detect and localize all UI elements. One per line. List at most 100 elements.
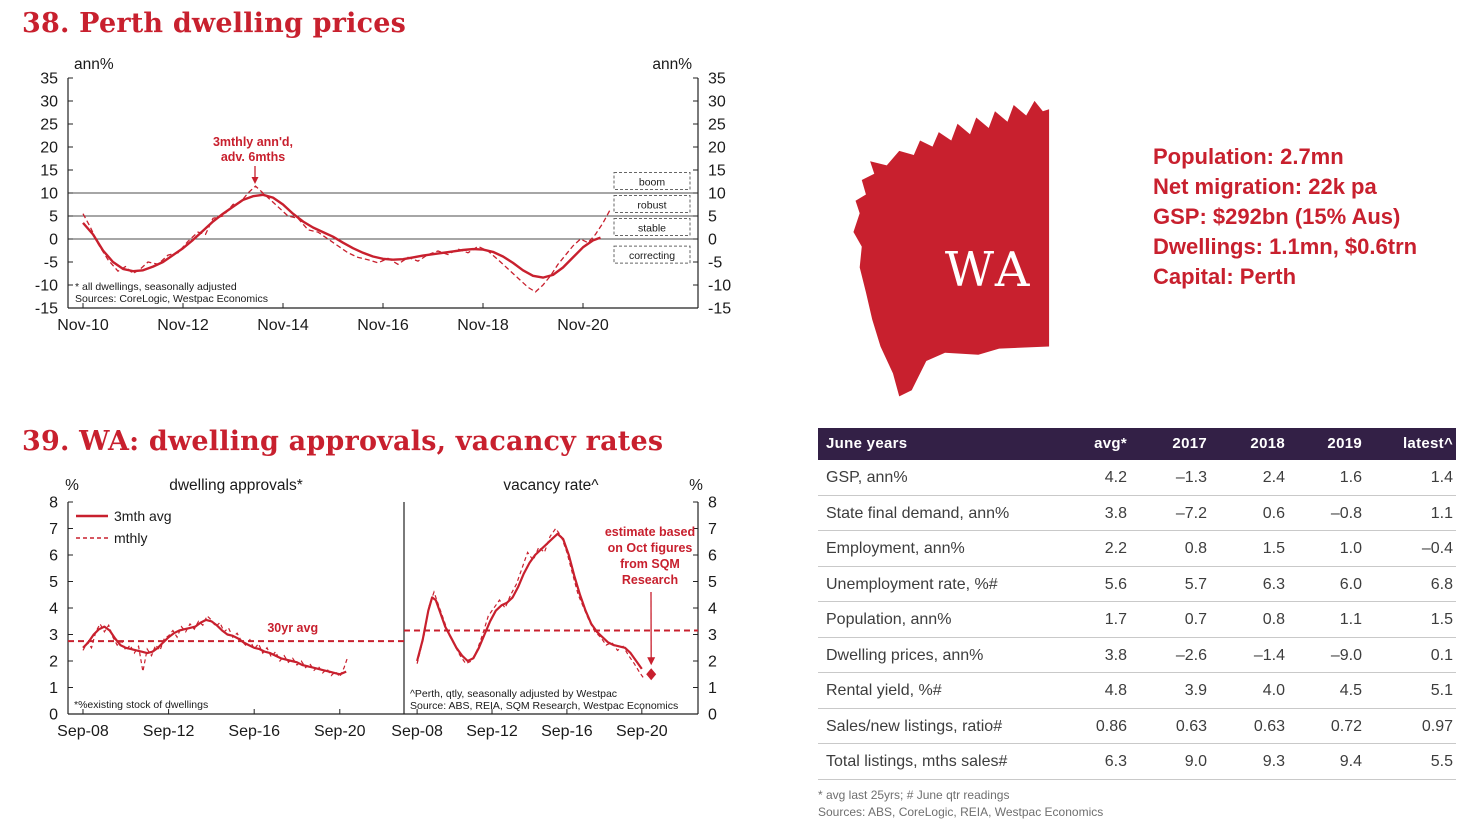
svg-text:7: 7 — [49, 521, 58, 538]
row-value: 1.6 — [1339, 469, 1362, 486]
row-label: Dwelling prices, ann% — [826, 646, 984, 664]
svg-text:Nov-18: Nov-18 — [457, 317, 509, 334]
table-row: Dwelling prices, ann% 3.8 –2.6 –1.4 –9.0 0.1 — [818, 638, 1456, 673]
row-label: Employment, ann% — [826, 540, 965, 557]
series-3mthly-annd-dashed — [82, 185, 612, 293]
zone-labels: boom robust stable correcting — [613, 172, 691, 264]
svg-text:0: 0 — [708, 707, 717, 724]
axes — [67, 77, 699, 309]
svg-text:4: 4 — [49, 601, 58, 618]
row-label: Rental yield, %# — [826, 682, 942, 699]
row-value: 0.63 — [1253, 717, 1285, 735]
table-row: State final demand, ann% 3.8 –7.2 0.6 –0.8 1.… — [818, 496, 1456, 531]
svg-text:15: 15 — [40, 163, 58, 180]
table-col-header: 2017 — [1172, 435, 1207, 452]
svg-text:0: 0 — [708, 232, 717, 249]
row-label: Total listings, mths sales# — [826, 753, 1008, 770]
table-row: Rental yield, %# 4.8 3.9 4.0 4.5 5.1 — [818, 673, 1456, 709]
row-value: 0.8 — [1262, 611, 1285, 628]
svg-text:15: 15 — [708, 163, 726, 180]
svg-text:Sep-16: Sep-16 — [228, 723, 280, 740]
row-value: 1.1 — [1430, 504, 1453, 522]
wa-map: WA — [853, 100, 1050, 397]
row-value: 4.8 — [1104, 682, 1127, 699]
svg-text:3: 3 — [708, 627, 717, 644]
series-dwelling-prices-solid — [82, 193, 601, 279]
state-stat-capital: Capital: Perth — [1153, 264, 1297, 289]
table-row: Sales/new listings, ratio# 0.86 0.63 0.63 0.… — [818, 709, 1456, 744]
axes — [67, 501, 699, 715]
row-value: –0.4 — [1421, 540, 1453, 557]
section-38-title: 38. Perth dwelling prices — [22, 8, 407, 39]
table-col-header: latest^ — [1402, 435, 1453, 452]
svg-text:-5: -5 — [708, 255, 722, 272]
row-value: 2.4 — [1262, 469, 1285, 486]
reference-lines — [68, 192, 698, 240]
svg-text:8: 8 — [49, 495, 58, 512]
svg-text:Research: Research — [622, 573, 678, 587]
series-lines — [82, 527, 645, 679]
svg-text:Source: ABS, REIA, SQM Researc: Source: ABS, REIA, SQM Research, Westpac… — [410, 700, 678, 712]
svg-text:dwelling approvals*: dwelling approvals* — [169, 477, 303, 494]
row-value: 4.5 — [1339, 682, 1362, 699]
svg-text:robust: robust — [637, 200, 666, 212]
row-value: 5.1 — [1430, 682, 1453, 699]
table-footnote-2: Sources: ABS, CoreLogic, REIA, Westpac E… — [818, 804, 1104, 819]
y-axis-labels: 35 35 30 30 25 25 20 20 15 15 10 10 5 5 0 0 -5 -5 -10 -10 -1… — [35, 56, 731, 318]
wa-map-label: WA — [945, 243, 1033, 298]
x-axis-labels: Nov-10 Nov-12 Nov-14 Nov-16 Nov-18 Nov-20 — [57, 317, 609, 334]
section-39-title: 39. WA: dwelling approvals, vacancy rate… — [22, 426, 664, 457]
state-stat-net-migration: Net migration: 22k pa — [1153, 174, 1377, 199]
row-value: 5.5 — [1430, 753, 1453, 770]
svg-text:25: 25 — [40, 117, 58, 134]
svg-text:2: 2 — [708, 654, 717, 671]
row-value: 1.7 — [1104, 611, 1127, 628]
svg-text:20: 20 — [40, 140, 58, 157]
state-stat-population: Population: 2.7mn — [1153, 144, 1344, 169]
svg-text:10: 10 — [708, 186, 726, 203]
row-value: –0.8 — [1330, 504, 1362, 522]
svg-text:3mthly ann'd,: 3mthly ann'd, — [213, 135, 293, 149]
table-row: Unemployment rate, %# 5.6 5.7 6.3 6.0 6.8 — [818, 567, 1456, 602]
svg-text:Sep-08: Sep-08 — [57, 723, 109, 740]
svg-text:6: 6 — [49, 548, 58, 565]
row-value: 0.63 — [1175, 717, 1207, 735]
svg-text:1: 1 — [708, 680, 717, 697]
row-value: –9.0 — [1330, 646, 1362, 664]
row-value: 1.1 — [1339, 611, 1362, 628]
row-label: Sales/new listings, ratio# — [826, 717, 1003, 735]
svg-text:2: 2 — [49, 654, 58, 671]
row-value: –1.3 — [1175, 469, 1207, 486]
average-lines: 30yr avg — [68, 621, 698, 643]
svg-text:5: 5 — [49, 574, 58, 591]
row-label: Population, ann% — [826, 611, 952, 628]
state-stats: Population: 2.7mn Net migration: 22k pa … — [1153, 142, 1417, 292]
row-value: 0.1 — [1430, 646, 1453, 664]
svg-text:* all dwellings, seasonally ad: * all dwellings, seasonally adjusted — [75, 281, 237, 293]
row-value: 6.3 — [1104, 753, 1127, 770]
row-value: 6.0 — [1339, 575, 1362, 593]
table-col-header: 2018 — [1250, 435, 1285, 452]
state-stat-dwellings: Dwellings: 1.1mn, $0.6trn — [1153, 234, 1418, 259]
row-value: 6.8 — [1430, 575, 1453, 593]
table-body: GSP, ann% 4.2 –1.3 2.4 1.6 1.4 State final dem… — [818, 460, 1456, 780]
svg-text:-10: -10 — [708, 278, 731, 295]
row-label: GSP, ann% — [826, 469, 908, 486]
row-value: 5.7 — [1184, 575, 1207, 593]
svg-text:3mth avg: 3mth avg — [114, 508, 172, 524]
svg-text:0: 0 — [49, 232, 58, 249]
wa-map-shape — [853, 100, 1050, 397]
row-value: 9.0 — [1184, 753, 1207, 770]
row-value: 0.8 — [1184, 540, 1207, 557]
svg-text:stable: stable — [638, 223, 666, 235]
row-value: 0.7 — [1184, 611, 1207, 628]
svg-text:*%existing stock of dwellings: *%existing stock of dwellings — [74, 699, 208, 711]
perth-dwelling-prices-chart: 35 35 30 30 25 25 20 20 15 15 10 10 5 5 0 0 -5 -5 -10 -10 -1… — [35, 56, 731, 334]
summary-table: June years avg* 2017 2018 2019 latest^ GSP, a… — [818, 428, 1456, 821]
y-axis-labels: 8 8 7 7 6 6 5 5 4 4 3 3 2 2 1 1 0 0 — [49, 495, 717, 724]
svg-text:ann%: ann% — [652, 56, 692, 73]
svg-text:6: 6 — [708, 548, 717, 565]
table-footnotes: * avg last 25yrs; # June qtr readings So… — [818, 787, 1456, 821]
row-label: State final demand, ann% — [826, 504, 1010, 522]
vacancy-solid — [416, 532, 643, 670]
